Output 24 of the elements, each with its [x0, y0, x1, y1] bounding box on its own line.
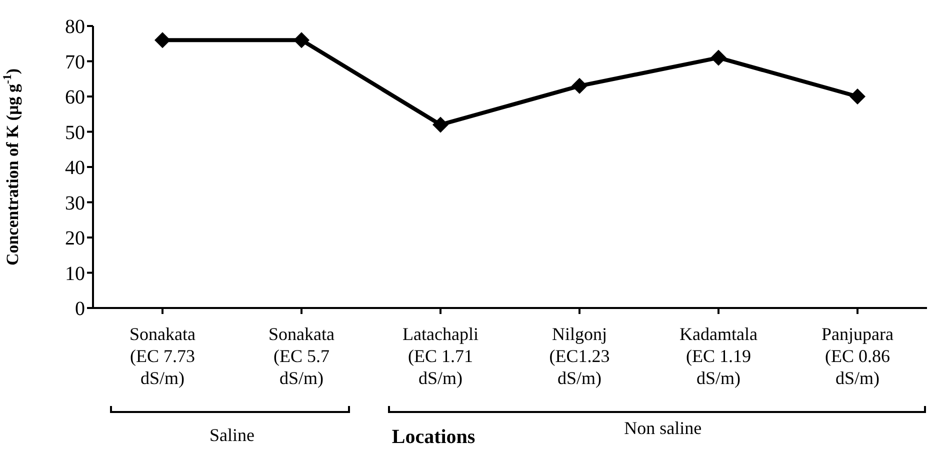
y-tick-label: 10	[65, 262, 85, 285]
x-tick-label: Sonakata (EC 7.73 dS/m)	[130, 324, 196, 388]
y-tick-label: 0	[75, 298, 85, 320]
point	[572, 78, 588, 94]
x-tick-label: Kadamtala (EC 1.19 dS/m)	[680, 324, 758, 388]
text: Saline	[210, 425, 254, 445]
y-tick-label: 80	[65, 16, 85, 38]
text: Non saline	[624, 418, 702, 438]
y-tick-label: 30	[65, 192, 85, 214]
y-tick-label: 70	[65, 51, 85, 74]
x-tick-label: Panjupara (EC 0.86 dS/m)	[822, 324, 894, 388]
x-tick-label: Sonakata (EC 5.7 dS/m)	[268, 324, 334, 388]
y-tick-label: 40	[65, 157, 85, 180]
y-tick-label: 50	[65, 122, 85, 144]
y-tick-label: 60	[65, 86, 85, 109]
x-tick-label: Nilgonj (EC1.23 dS/m)	[549, 324, 610, 388]
x-axis-title: Locations	[392, 426, 476, 448]
point	[294, 32, 310, 48]
y-tick-label: 20	[65, 228, 85, 250]
point	[154, 32, 170, 48]
x-tick-label: Latachapli (EC 1.71 dS/m)	[402, 324, 478, 388]
point	[850, 88, 866, 104]
point	[710, 50, 726, 66]
point	[432, 116, 448, 133]
